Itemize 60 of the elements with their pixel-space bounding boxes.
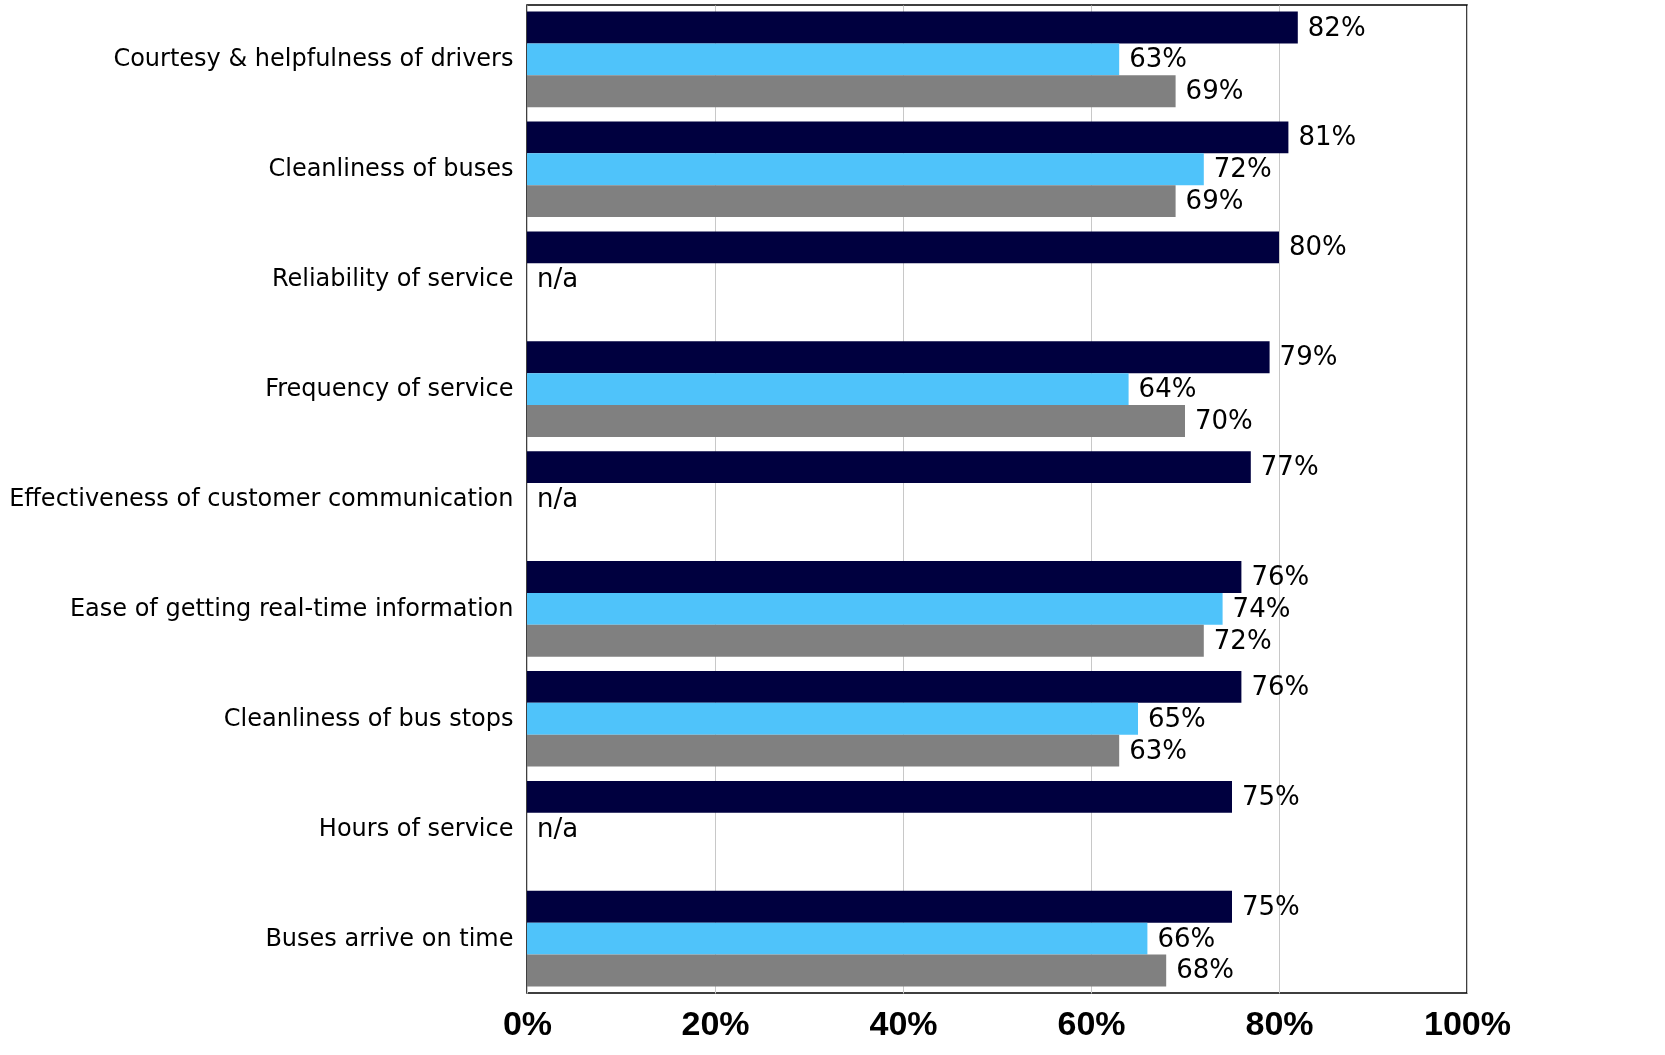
bar <box>527 624 1204 657</box>
bar <box>527 780 1232 813</box>
y-tick-label: Reliability of service <box>271 264 514 293</box>
data-label: 72% <box>1213 624 1272 655</box>
text: n/a <box>537 812 579 843</box>
data-label: 76% <box>1251 561 1310 592</box>
data-label: 66% <box>1157 922 1216 953</box>
data-label: 82% <box>1307 11 1366 42</box>
bar <box>527 702 1138 735</box>
x-tick-label: 40% <box>869 1003 938 1042</box>
x-tick-label: 100% <box>1424 1003 1511 1042</box>
data-label: 63% <box>1129 43 1187 74</box>
data-label: 75% <box>1242 890 1300 921</box>
y-tick-label: Frequency of service <box>265 374 514 403</box>
text: n/a <box>537 483 579 513</box>
bar <box>527 954 1167 987</box>
bar <box>527 670 1242 703</box>
data-label: 79% <box>1279 341 1338 372</box>
bar <box>527 890 1232 923</box>
data-label: 68% <box>1176 954 1234 985</box>
data-label: 80% <box>1289 231 1347 262</box>
bar <box>527 121 1289 154</box>
data-label: 70% <box>1195 404 1253 435</box>
y-tick-label: Effectiveness of customer communication <box>9 484 514 512</box>
bar <box>527 405 1185 437</box>
y-tick-label: Courtesy & helpfulness of drivers <box>113 44 514 73</box>
data-label: 65% <box>1148 702 1206 733</box>
bar <box>527 75 1176 108</box>
y-tick-label: Buses arrive on time <box>265 923 514 952</box>
y-tick-label: Hours of service <box>318 813 514 842</box>
data-label: 69% <box>1185 75 1244 106</box>
bar <box>527 922 1148 955</box>
data-label: 76% <box>1251 670 1310 701</box>
x-tick-label: 80% <box>1245 1003 1314 1042</box>
y-tick-label: Cleanliness of bus stops <box>223 703 514 732</box>
bar <box>527 373 1129 406</box>
bar <box>527 43 1120 76</box>
bar <box>527 11 1298 44</box>
data-label: 69% <box>1185 185 1244 216</box>
bar <box>527 185 1176 218</box>
bar <box>527 561 1242 593</box>
bar <box>527 341 1270 374</box>
bar <box>527 231 1279 264</box>
data-label: 63% <box>1129 734 1187 765</box>
data-label: 72% <box>1213 153 1272 184</box>
data-label: 64% <box>1138 373 1197 404</box>
bar <box>527 734 1120 767</box>
bar <box>527 153 1204 186</box>
x-tick-label: 0% <box>502 1003 553 1042</box>
bar <box>527 592 1223 625</box>
x-tick-label: 60% <box>1057 1003 1126 1042</box>
data-label: 81% <box>1298 121 1357 152</box>
y-tick-label: Ease of getting real-time information <box>69 593 514 622</box>
x-tick-label: 20% <box>681 1003 750 1042</box>
y-tick-label: Cleanliness of buses <box>268 154 514 183</box>
text: n/a <box>537 263 579 294</box>
data-label: 75% <box>1242 780 1300 811</box>
bar <box>527 451 1251 484</box>
data-label: 77% <box>1260 451 1319 482</box>
data-label: 74% <box>1232 592 1291 623</box>
